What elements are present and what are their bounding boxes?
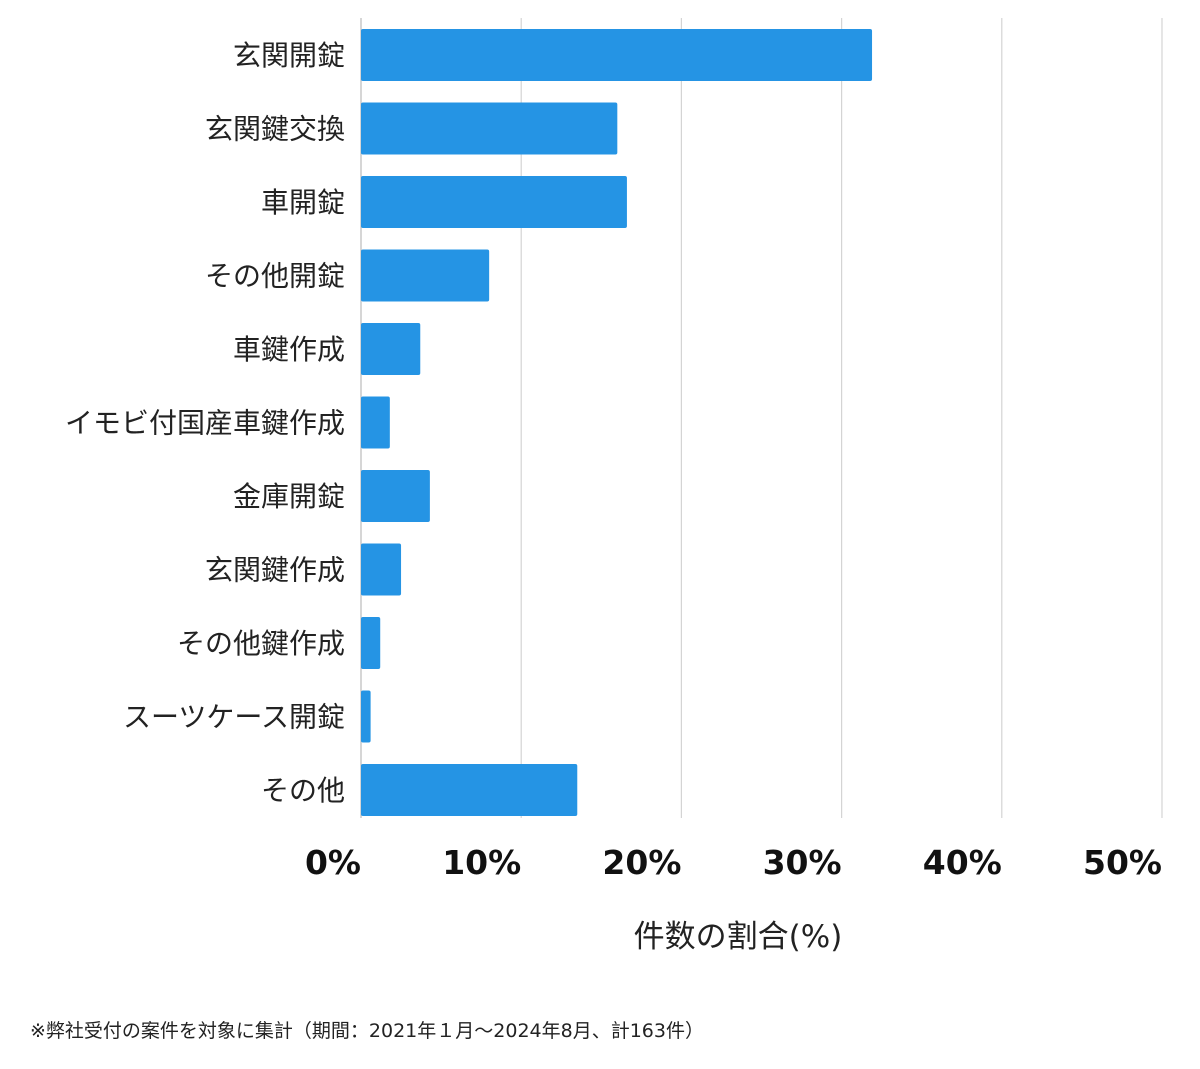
category-label: その他	[261, 774, 345, 807]
x-tick-label: 40%	[923, 843, 1002, 882]
bar	[361, 690, 371, 743]
x-tick-label: 0%	[305, 843, 361, 882]
category-label: スーツケース開錠	[123, 701, 345, 734]
bar	[361, 764, 578, 816]
footnote: ※弊社受付の案件を対象に集計（期間：2021年１月〜2024年8月、計163件）	[30, 1020, 704, 1042]
x-axis-title: 件数の割合(%)	[634, 919, 843, 955]
category-label: 金庫開錠	[233, 480, 345, 513]
category-label: その他鍵作成	[177, 627, 345, 660]
bar	[361, 249, 490, 302]
x-tick-label: 30%	[763, 843, 842, 882]
category-label: 玄関鍵交換	[205, 113, 345, 146]
category-label: 玄関鍵作成	[205, 554, 345, 587]
bar	[361, 29, 873, 81]
bar	[361, 323, 421, 375]
category-label: その他開錠	[205, 260, 345, 293]
bar	[361, 102, 618, 155]
x-tick-label: 20%	[602, 843, 681, 882]
bar-chart: 0% 10% 20% 30% 40% 50% 玄関開錠玄関鍵交換車開錠その他開錠車鍵作成イモ…	[65, 18, 1163, 955]
bar	[361, 543, 402, 596]
x-tick-label: 50%	[1083, 843, 1162, 882]
bar	[361, 396, 390, 449]
category-label: 車開錠	[261, 186, 345, 219]
bar	[361, 617, 381, 669]
category-label: 玄関開錠	[233, 39, 345, 72]
category-label: 車鍵作成	[233, 333, 345, 366]
category-label: イモビ付国産車鍵作成	[65, 407, 345, 440]
x-tick-label: 10%	[442, 843, 521, 882]
bar	[361, 470, 430, 522]
bar	[361, 176, 627, 228]
